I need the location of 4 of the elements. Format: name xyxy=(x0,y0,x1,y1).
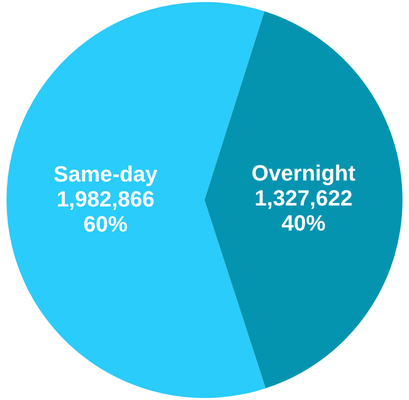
slice-label: Same-day xyxy=(54,161,158,186)
slice-label: Overnight xyxy=(252,160,356,186)
data-label: 1,327,622 40% xyxy=(254,186,352,236)
data-label: 1,982,866 60% xyxy=(56,186,154,236)
